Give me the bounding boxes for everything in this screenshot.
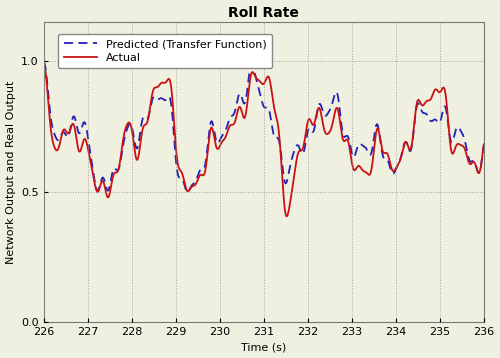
Legend: Predicted (Transfer Function), Actual: Predicted (Transfer Function), Actual	[58, 34, 272, 68]
Predicted (Transfer Function)	[468, 160, 474, 164]
Predicted (Transfer Function)	[388, 167, 394, 171]
Actual	[243, 111, 249, 115]
Actual	[254, 77, 260, 82]
Predicted (Transfer Function)	[481, 142, 487, 146]
Actual	[481, 142, 487, 146]
Title: Roll Rate: Roll Rate	[228, 6, 299, 20]
X-axis label: Time (s): Time (s)	[241, 343, 286, 352]
Y-axis label: Network Output and Real Output: Network Output and Real Output	[6, 81, 16, 264]
Actual	[468, 162, 474, 166]
Actual	[63, 129, 69, 134]
Predicted (Transfer Function)	[184, 190, 190, 194]
Predicted (Transfer Function)	[468, 160, 474, 164]
Line: Actual: Actual	[44, 64, 484, 216]
Predicted (Transfer Function)	[40, 59, 46, 64]
Actual	[468, 161, 474, 166]
Actual	[284, 214, 290, 218]
Actual	[388, 163, 394, 167]
Predicted (Transfer Function)	[63, 133, 69, 137]
Predicted (Transfer Function)	[243, 95, 249, 100]
Predicted (Transfer Function)	[255, 83, 261, 87]
Actual	[40, 62, 46, 66]
Line: Predicted (Transfer Function): Predicted (Transfer Function)	[44, 62, 484, 192]
